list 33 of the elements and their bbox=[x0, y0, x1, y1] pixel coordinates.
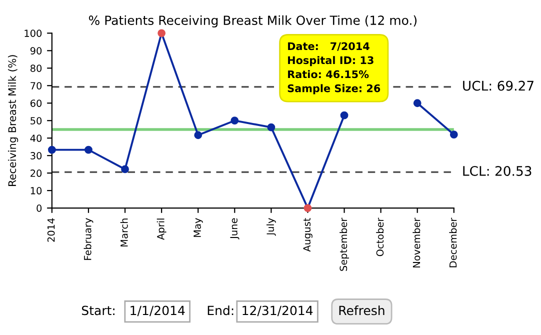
x-tick-label: November bbox=[412, 218, 420, 268]
y-tick-label: 90 bbox=[30, 47, 42, 54]
text: 1/1/2014 bbox=[130, 306, 185, 316]
y-tick-label: 100 bbox=[24, 30, 42, 37]
x-tick-label: May bbox=[194, 218, 203, 237]
text: 12/31/2014 bbox=[242, 306, 313, 316]
text: End: bbox=[208, 306, 234, 316]
x-tick-label: 2014 bbox=[47, 218, 55, 242]
x-tick-label: March bbox=[120, 218, 128, 246]
x-tick-label: June bbox=[230, 218, 240, 240]
y-tick-label: 40 bbox=[30, 134, 42, 142]
y-tick-label: 30 bbox=[30, 152, 42, 160]
y-tick-label: 80 bbox=[30, 64, 42, 72]
annotation: Date: 7/2014 Hospital ID: 13 Ratio: 46.15% Sample Size: 26 bbox=[288, 42, 380, 94]
x-tick-label: October bbox=[376, 218, 384, 256]
y-tick-label: 20 bbox=[30, 170, 42, 177]
x-tick-label: February bbox=[84, 218, 94, 260]
y-tick-label: 10 bbox=[30, 187, 42, 194]
chart-title: % Patients Receiving Breast Milk Over Time (12 mo.) bbox=[88, 15, 417, 28]
y-tick-label: 50 bbox=[30, 117, 42, 124]
y-tick-label: 0 bbox=[36, 204, 42, 212]
text: Start: bbox=[82, 306, 114, 316]
text: Refresh bbox=[339, 306, 384, 316]
x-tick-label: April bbox=[156, 218, 166, 240]
x-tick-label: August bbox=[303, 218, 312, 252]
y-tick-label: 60 bbox=[30, 100, 42, 107]
y-tick-label: 70 bbox=[30, 82, 42, 90]
y-axis-title: Receiving Breast Milk (%) bbox=[8, 55, 18, 186]
x-tick-label: July bbox=[266, 218, 276, 236]
ref-line-label: LCL: 20.53 bbox=[463, 166, 532, 176]
ref-line-label: UCL: 69.27 bbox=[463, 80, 534, 91]
x-tick-label: September bbox=[340, 218, 349, 271]
x-tick-label: December bbox=[449, 218, 457, 268]
